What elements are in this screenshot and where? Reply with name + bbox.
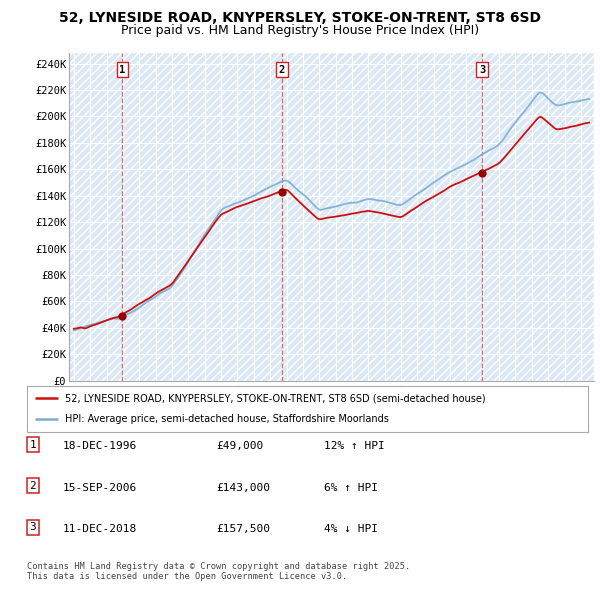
Text: £49,000: £49,000 <box>216 441 263 451</box>
Text: 18-DEC-1996: 18-DEC-1996 <box>63 441 137 451</box>
Text: £157,500: £157,500 <box>216 524 270 534</box>
Bar <box>69 53 594 381</box>
Text: 1: 1 <box>29 440 37 450</box>
Text: 15-SEP-2006: 15-SEP-2006 <box>63 483 137 493</box>
Text: 6% ↑ HPI: 6% ↑ HPI <box>324 483 378 493</box>
Text: 3: 3 <box>479 64 485 74</box>
Text: HPI: Average price, semi-detached house, Staffordshire Moorlands: HPI: Average price, semi-detached house,… <box>65 414 389 424</box>
Text: 4% ↓ HPI: 4% ↓ HPI <box>324 524 378 534</box>
Text: 52, LYNESIDE ROAD, KNYPERSLEY, STOKE-ON-TRENT, ST8 6SD: 52, LYNESIDE ROAD, KNYPERSLEY, STOKE-ON-… <box>59 11 541 25</box>
Text: Price paid vs. HM Land Registry's House Price Index (HPI): Price paid vs. HM Land Registry's House … <box>121 24 479 37</box>
Text: Contains HM Land Registry data © Crown copyright and database right 2025.
This d: Contains HM Land Registry data © Crown c… <box>27 562 410 581</box>
Text: 12% ↑ HPI: 12% ↑ HPI <box>324 441 385 451</box>
Text: 1: 1 <box>119 64 125 74</box>
Text: 52, LYNESIDE ROAD, KNYPERSLEY, STOKE-ON-TRENT, ST8 6SD (semi-detached house): 52, LYNESIDE ROAD, KNYPERSLEY, STOKE-ON-… <box>65 394 486 404</box>
Text: 11-DEC-2018: 11-DEC-2018 <box>63 524 137 534</box>
Text: 2: 2 <box>29 481 37 491</box>
Text: 2: 2 <box>278 64 285 74</box>
Text: 3: 3 <box>29 522 37 532</box>
Text: £143,000: £143,000 <box>216 483 270 493</box>
